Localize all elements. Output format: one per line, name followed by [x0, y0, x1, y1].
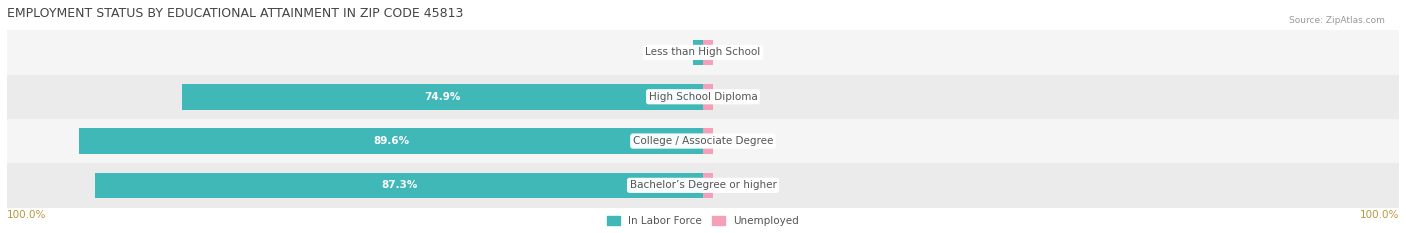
Bar	[703, 84, 713, 110]
Bar	[7, 163, 1399, 208]
Legend: In Labor Force, Unemployed: In Labor Force, Unemployed	[607, 216, 799, 226]
Text: EMPLOYMENT STATUS BY EDUCATIONAL ATTAINMENT IN ZIP CODE 45813: EMPLOYMENT STATUS BY EDUCATIONAL ATTAINM…	[7, 7, 464, 20]
Bar	[703, 128, 713, 154]
Text: 100.0%: 100.0%	[7, 210, 46, 220]
Text: College / Associate Degree: College / Associate Degree	[633, 136, 773, 146]
Text: 0.0%: 0.0%	[720, 92, 749, 102]
Text: High School Diploma: High School Diploma	[648, 92, 758, 102]
Text: 0.0%: 0.0%	[657, 48, 686, 57]
Text: Bachelor’s Degree or higher: Bachelor’s Degree or higher	[630, 180, 776, 190]
Text: 0.0%: 0.0%	[720, 48, 749, 57]
Text: 74.9%: 74.9%	[425, 92, 461, 102]
Text: Less than High School: Less than High School	[645, 48, 761, 57]
Bar	[181, 84, 703, 110]
Text: 89.6%: 89.6%	[373, 136, 409, 146]
Text: 0.0%: 0.0%	[720, 180, 749, 190]
Text: 100.0%: 100.0%	[1360, 210, 1399, 220]
Bar	[79, 128, 703, 154]
Text: 87.3%: 87.3%	[381, 180, 418, 190]
Text: Source: ZipAtlas.com: Source: ZipAtlas.com	[1289, 16, 1385, 25]
Bar	[7, 75, 1399, 119]
Bar	[693, 40, 703, 65]
Bar	[7, 30, 1399, 75]
Bar	[703, 40, 713, 65]
Bar	[96, 172, 703, 198]
Bar	[703, 172, 713, 198]
Text: 0.0%: 0.0%	[720, 136, 749, 146]
Bar	[7, 119, 1399, 163]
